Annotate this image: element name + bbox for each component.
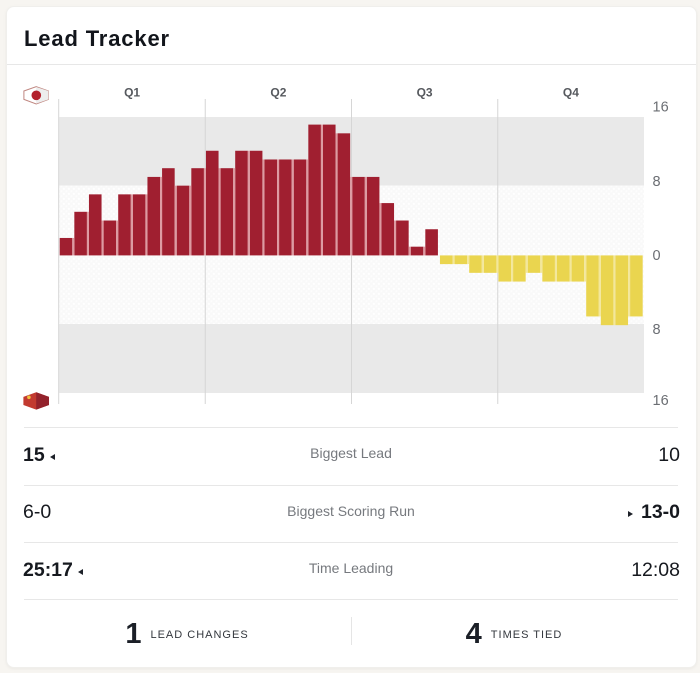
svg-text:16: 16 [653,393,669,409]
svg-text:Q1: Q1 [124,86,140,100]
svg-text:0: 0 [653,248,661,264]
svg-text:Q4: Q4 [563,86,579,100]
svg-text:Q3: Q3 [417,86,433,100]
svg-text:8: 8 [653,174,661,190]
svg-text:8: 8 [653,322,661,338]
svg-text:Q2: Q2 [270,86,286,100]
svg-text:16: 16 [653,100,669,116]
